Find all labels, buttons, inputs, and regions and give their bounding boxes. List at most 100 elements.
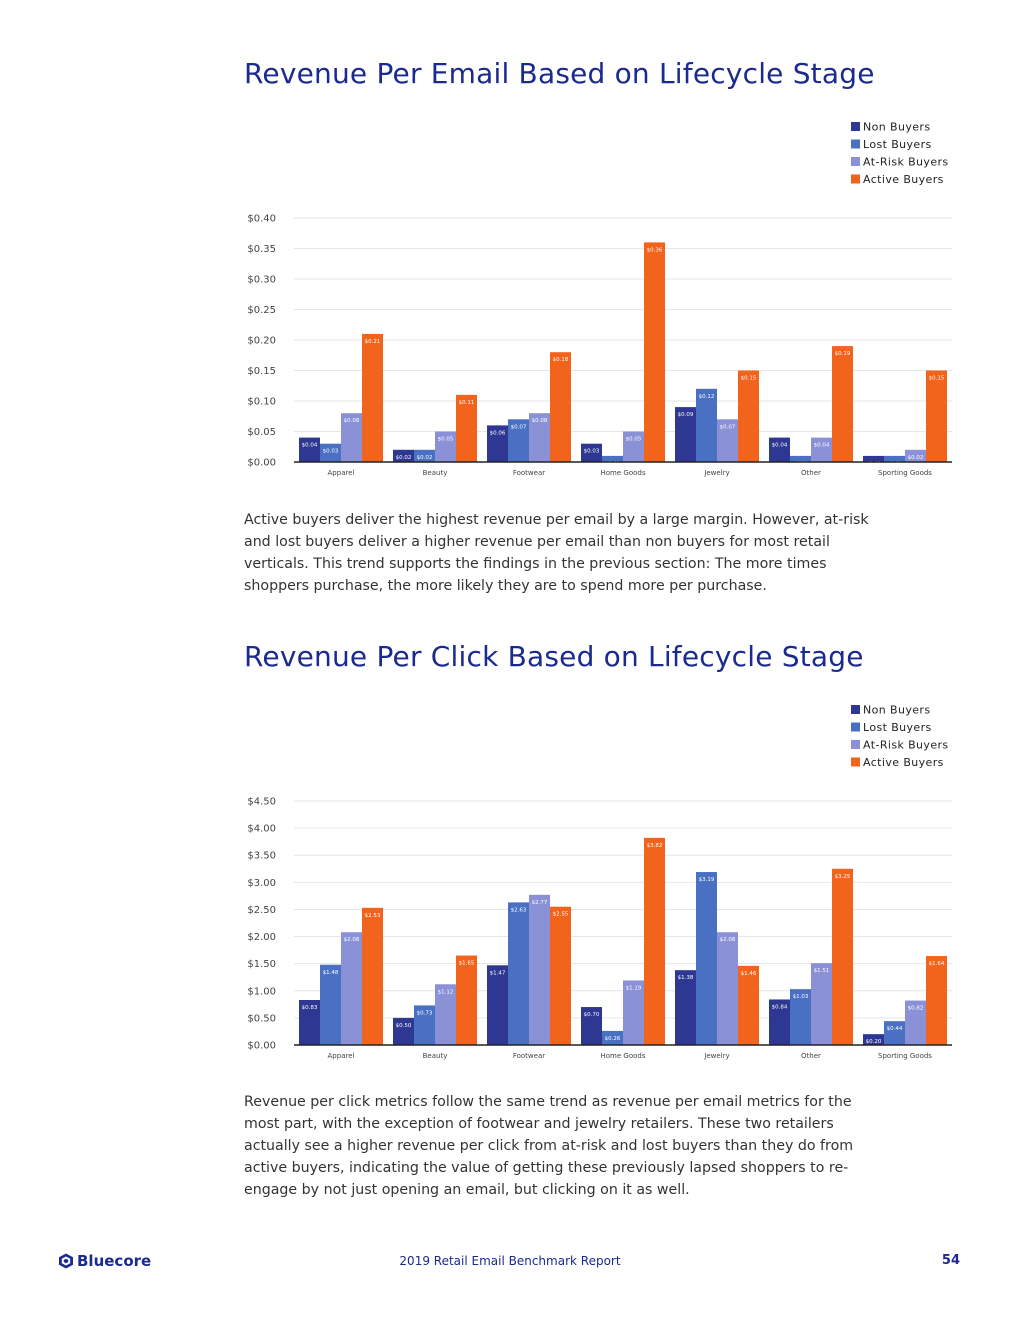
bar-value-label: $0.18 xyxy=(553,357,569,363)
x-category-label: Other xyxy=(801,469,821,477)
bar xyxy=(508,902,529,1045)
bar-value-label: $1.47 xyxy=(490,970,506,976)
bar xyxy=(769,437,790,462)
bar-value-label: $1.03 xyxy=(793,994,809,1000)
bar-value-label: $0.21 xyxy=(365,339,381,345)
bar-value-label: $1.65 xyxy=(459,961,475,967)
page-number: 54 xyxy=(941,1253,960,1268)
bar xyxy=(529,894,550,1045)
bar-value-label: $0.12 xyxy=(699,394,715,400)
legend-swatch xyxy=(851,157,860,166)
brand-name: Bluecore xyxy=(77,1252,152,1270)
x-category-label: Footwear xyxy=(513,469,545,477)
bar-value-label: $1.46 xyxy=(741,971,757,977)
legend-swatch xyxy=(851,705,860,714)
bar-value-label: $2.63 xyxy=(511,907,527,913)
report-title: 2019 Retail Email Benchmark Report xyxy=(399,1254,621,1268)
bar-value-label: $1.19 xyxy=(626,985,642,991)
x-category-label: Jewelry xyxy=(703,469,729,477)
bar-value-label: $3.19 xyxy=(699,877,715,883)
bar xyxy=(393,449,414,462)
x-category-label: Footwear xyxy=(513,1052,545,1060)
x-category-label: Beauty xyxy=(423,1052,448,1060)
bar xyxy=(926,956,947,1045)
bar-value-label: $0.19 xyxy=(835,351,851,357)
bar xyxy=(414,449,435,462)
x-category-label: Sporting Goods xyxy=(878,1052,932,1060)
legend-swatch xyxy=(851,740,860,749)
bar-value-label: $0.82 xyxy=(908,1006,924,1012)
bar-value-label: $0.02 xyxy=(396,455,412,461)
bar-value-label: $2.08 xyxy=(720,937,736,943)
bar xyxy=(414,1005,435,1045)
bar xyxy=(790,989,811,1045)
bar-value-label: $0.03 xyxy=(584,449,600,455)
bar xyxy=(320,964,341,1045)
legend-label: Active Buyers xyxy=(863,173,944,186)
bar xyxy=(811,437,832,462)
x-category-label: Beauty xyxy=(423,469,448,477)
bar xyxy=(717,419,738,462)
y-tick-label: $4.00 xyxy=(247,824,276,835)
bar-value-label: $0.36 xyxy=(647,247,663,253)
bar-value-label: $0.11 xyxy=(459,400,475,406)
y-tick-label: $3.50 xyxy=(247,851,276,862)
y-tick-label: $0.20 xyxy=(247,336,276,347)
legend-label: Lost Buyers xyxy=(863,138,932,151)
paragraph-click: Revenue per click metrics follow the sam… xyxy=(244,1094,854,1198)
bar-value-label: $0.05 xyxy=(438,437,454,443)
bar xyxy=(832,346,853,462)
bar-value-label: $1.51 xyxy=(814,968,830,974)
bar xyxy=(884,1021,905,1045)
bar xyxy=(884,455,905,462)
bar-value-label: $0.26 xyxy=(605,1036,621,1042)
bar xyxy=(362,907,383,1045)
x-category-label: Sporting Goods xyxy=(878,469,932,477)
bar-value-label: $0.83 xyxy=(302,1005,318,1011)
bar xyxy=(602,1030,623,1045)
bar xyxy=(644,242,665,462)
bar-value-label: $0.01 xyxy=(605,461,621,467)
bar-value-label: $0.06 xyxy=(490,430,506,436)
bar xyxy=(320,443,341,462)
bar xyxy=(623,431,644,462)
bar xyxy=(675,407,696,462)
bar-value-label: $0.04 xyxy=(302,443,318,449)
bar xyxy=(696,388,717,462)
bar-value-label: $2.55 xyxy=(553,912,569,918)
bar xyxy=(581,1007,602,1045)
y-tick-label: $0.50 xyxy=(247,1013,276,1024)
bar-value-label: $0.08 xyxy=(532,418,548,424)
bar-value-label: $0.01 xyxy=(793,461,809,467)
y-tick-label: $0.00 xyxy=(247,1041,276,1052)
x-category-label: Apparel xyxy=(328,469,355,477)
bar-value-label: $0.84 xyxy=(772,1004,788,1010)
bar-value-label: $0.04 xyxy=(772,443,788,449)
legend-swatch xyxy=(851,757,860,767)
legend-label: Non Buyers xyxy=(863,121,930,134)
legend-label: Active Buyers xyxy=(863,756,944,769)
y-tick-label: $0.35 xyxy=(247,244,276,255)
y-tick-label: $0.05 xyxy=(247,427,276,438)
bar-value-label: $1.38 xyxy=(678,975,694,981)
bar-value-label: $1.48 xyxy=(323,970,339,976)
bar xyxy=(717,932,738,1045)
bar xyxy=(863,1034,884,1045)
bar xyxy=(581,443,602,462)
bar xyxy=(863,455,884,462)
bar xyxy=(738,965,759,1045)
bar xyxy=(508,419,529,462)
y-tick-label: $0.25 xyxy=(247,305,276,316)
x-category-label: Home Goods xyxy=(601,469,646,477)
y-tick-label: $4.50 xyxy=(247,797,276,808)
bar-value-label: $0.05 xyxy=(626,437,642,443)
y-tick-label: $2.00 xyxy=(247,932,276,943)
bar-value-label: $0.08 xyxy=(344,418,360,424)
bluecore-logo-icon xyxy=(59,1253,73,1269)
x-category-label: Home Goods xyxy=(601,1052,646,1060)
bar-value-label: $0.01 xyxy=(866,461,882,467)
x-category-label: Apparel xyxy=(328,1052,355,1060)
bar xyxy=(529,413,550,462)
legend-swatch xyxy=(851,122,860,131)
bar xyxy=(299,999,320,1045)
